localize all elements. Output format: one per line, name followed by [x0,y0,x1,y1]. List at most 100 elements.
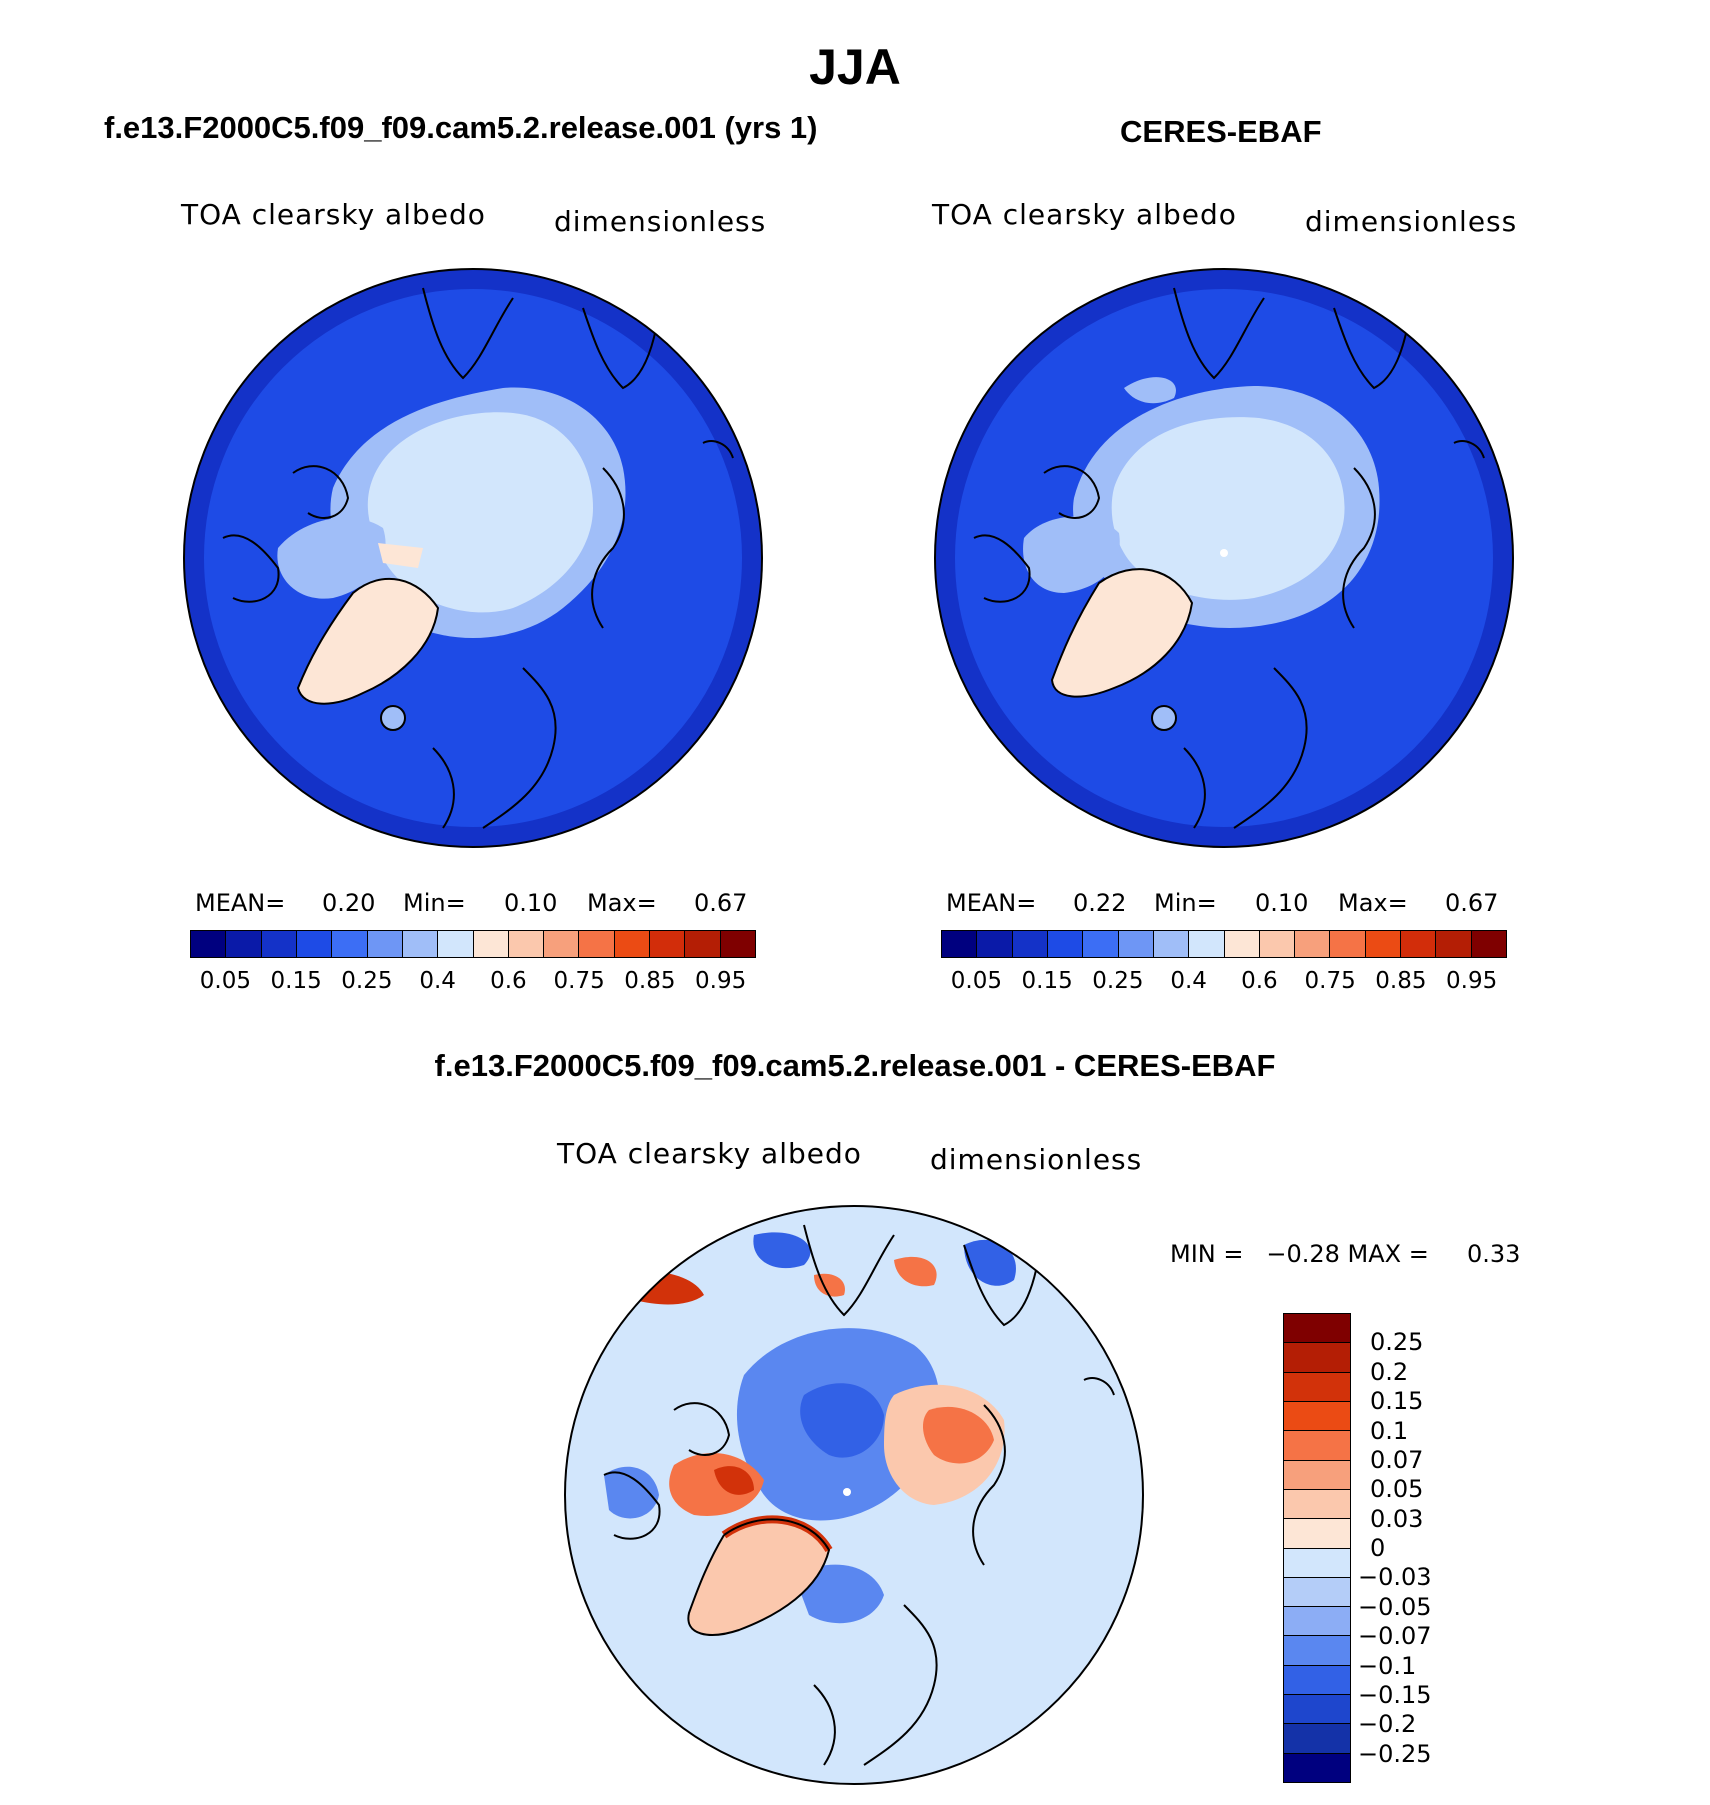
colorbar-model-tick-label: 0.25 [341,968,393,994]
colorbar-obs-swatch [1259,931,1296,957]
negative-anomaly-nw [753,1232,811,1269]
colorbar-obs-swatch [1012,931,1048,957]
colorbar-model-swatch [473,931,509,957]
panel-obs-min-label: Min= [1154,889,1217,917]
colorbar-diff-tick-label: 0 [1370,1534,1386,1562]
panel-model-max-label: Max= [587,889,657,917]
colorbar-model-swatch [720,931,755,957]
panel-model-min-value: 0.10 [504,889,558,917]
colorbar-obs-swatch [1118,931,1154,957]
panel-obs-mean-label: MEAN= [946,889,1037,917]
colorbar-model-swatch [402,931,439,957]
iceland [380,705,406,731]
map-boundary [934,268,1514,848]
colorbar-obs-tick-label: 0.75 [1304,968,1356,994]
coastlines [222,287,734,829]
panel-model-title: f.e13.F2000C5.f09_f09.cam5.2.release.001… [104,110,818,145]
colorbar-diff-tick-label: −0.15 [1358,1680,1432,1709]
panel-obs-mean-value: 0.22 [1073,889,1127,917]
colorbar-obs-swatch [942,931,978,957]
coastlines [603,1224,1115,1766]
colorbar-model-swatch [367,931,403,957]
panel-obs-max-value: 0.67 [1445,889,1499,917]
colorbar-diff-tick-label: −0.2 [1358,1710,1417,1739]
colorbar-diff-swatch [1284,1519,1350,1549]
negative-anomaly-core [800,1383,884,1458]
positive-anomaly-ne [894,1256,937,1287]
colorbar-obs-tick-label: 0.6 [1241,968,1278,994]
greenland [1050,568,1194,698]
coastlines [973,287,1485,829]
pole-hole [843,1488,851,1496]
colorbar-diff-tick-label: 0.05 [1370,1475,1424,1504]
negative-anomaly-west [604,1466,659,1519]
colorbar-diff-swatch [1284,1548,1350,1578]
colorbar-model-swatch [685,931,721,957]
colorbar-model-swatch [261,931,297,957]
colorbar-diff-tick-label: 0.15 [1370,1387,1424,1416]
greenland [296,577,440,705]
colorbar-diff-swatch [1284,1401,1350,1432]
colorbar-obs-swatch [1083,931,1119,957]
panel-model-mean-value: 0.20 [322,889,376,917]
canadian-archipelago-ice [277,517,386,599]
panel-obs-min-value: 0.10 [1255,889,1309,917]
colorbar-diff-swatch [1284,1607,1350,1637]
polar-map-diff [564,1205,1144,1785]
positive-anomaly-greenland [688,1519,829,1635]
colorbar-diff-swatch [1284,1577,1350,1608]
canadian-archipelago-ice [1023,516,1120,593]
positive-anomaly-archipelago-core [714,1466,754,1495]
panel-diff-minmax: MIN = −0.28 MAX = 0.33 [1170,1240,1521,1268]
colorbar-diff-tick-label: −0.25 [1358,1739,1432,1768]
colorbar-diff-tick-label: 0.2 [1370,1357,1409,1386]
colorbar-diff-swatch [1284,1724,1350,1754]
colorbar-obs-swatch [977,931,1013,957]
colorbar-model-tick-label: 0.4 [419,968,456,994]
colorbar-diff-tick-label: 0.03 [1370,1504,1424,1533]
colorbar-obs-tick-label: 0.4 [1170,968,1207,994]
colorbar-diff [1283,1313,1351,1783]
colorbar-model-swatch [650,931,686,957]
colorbar-obs-tick-label: 0.95 [1446,968,1498,994]
colorbar-model-swatch [438,931,474,957]
colorbar-obs-swatch [1436,931,1472,957]
north-atlantic-patch [1124,377,1176,404]
colorbar-obs-swatch [1365,931,1402,957]
colorbar-model-tick-label: 0.6 [490,968,527,994]
panel-diff-variable: TOA clearsky albedo [557,1137,862,1170]
colorbar-model-swatch [614,931,651,957]
colorbar-diff-swatch [1284,1431,1350,1461]
iceland [1151,705,1177,731]
colorbar-diff-swatch [1284,1460,1350,1490]
colorbar-obs-tick-label: 0.05 [950,968,1002,994]
colorbar-diff-swatch [1284,1665,1350,1696]
colorbar-diff-swatch [1284,1489,1350,1520]
colorbar-obs-swatch [1295,931,1331,957]
colorbar-model [190,930,756,958]
colorbar-diff-swatch [1284,1343,1350,1373]
polar-map-model [183,268,763,848]
colorbar-model-tick-label: 0.85 [624,968,676,994]
colorbar-model-tick-label: 0.05 [199,968,251,994]
map-boundary [183,268,763,848]
colorbar-obs-swatch [1330,931,1366,957]
colorbar-model-swatch [508,931,545,957]
colorbar-diff-tick-label: 0.1 [1370,1416,1409,1445]
colorbar-obs [941,930,1507,958]
colorbar-obs-tick-label: 0.85 [1375,968,1427,994]
ellesmere-patch [378,543,423,568]
colorbar-obs-labels: 0.05 0.15 0.25 0.4 0.6 0.75 0.85 0.95 [941,968,1507,998]
colorbar-diff-tick-label: 0.07 [1370,1445,1424,1474]
colorbar-diff-labels: 0.25 0.2 0.15 0.1 0.07 0.05 0.03 0 −0.03 −0.05 −0.… [1358,1313,1478,1783]
panel-model-mean-label: MEAN= [195,889,286,917]
panel-obs-variable: TOA clearsky albedo [932,198,1237,231]
panel-model-units: dimensionless [554,205,767,238]
colorbar-diff-tick-label: −0.03 [1358,1563,1432,1592]
colorbar-diff-swatch [1284,1314,1350,1344]
sea-ice [367,412,593,613]
colorbar-obs-swatch [1153,931,1190,957]
colorbar-model-tick-label: 0.95 [695,968,747,994]
colorbar-model-swatch [191,931,227,957]
pole-hole [1220,549,1228,557]
